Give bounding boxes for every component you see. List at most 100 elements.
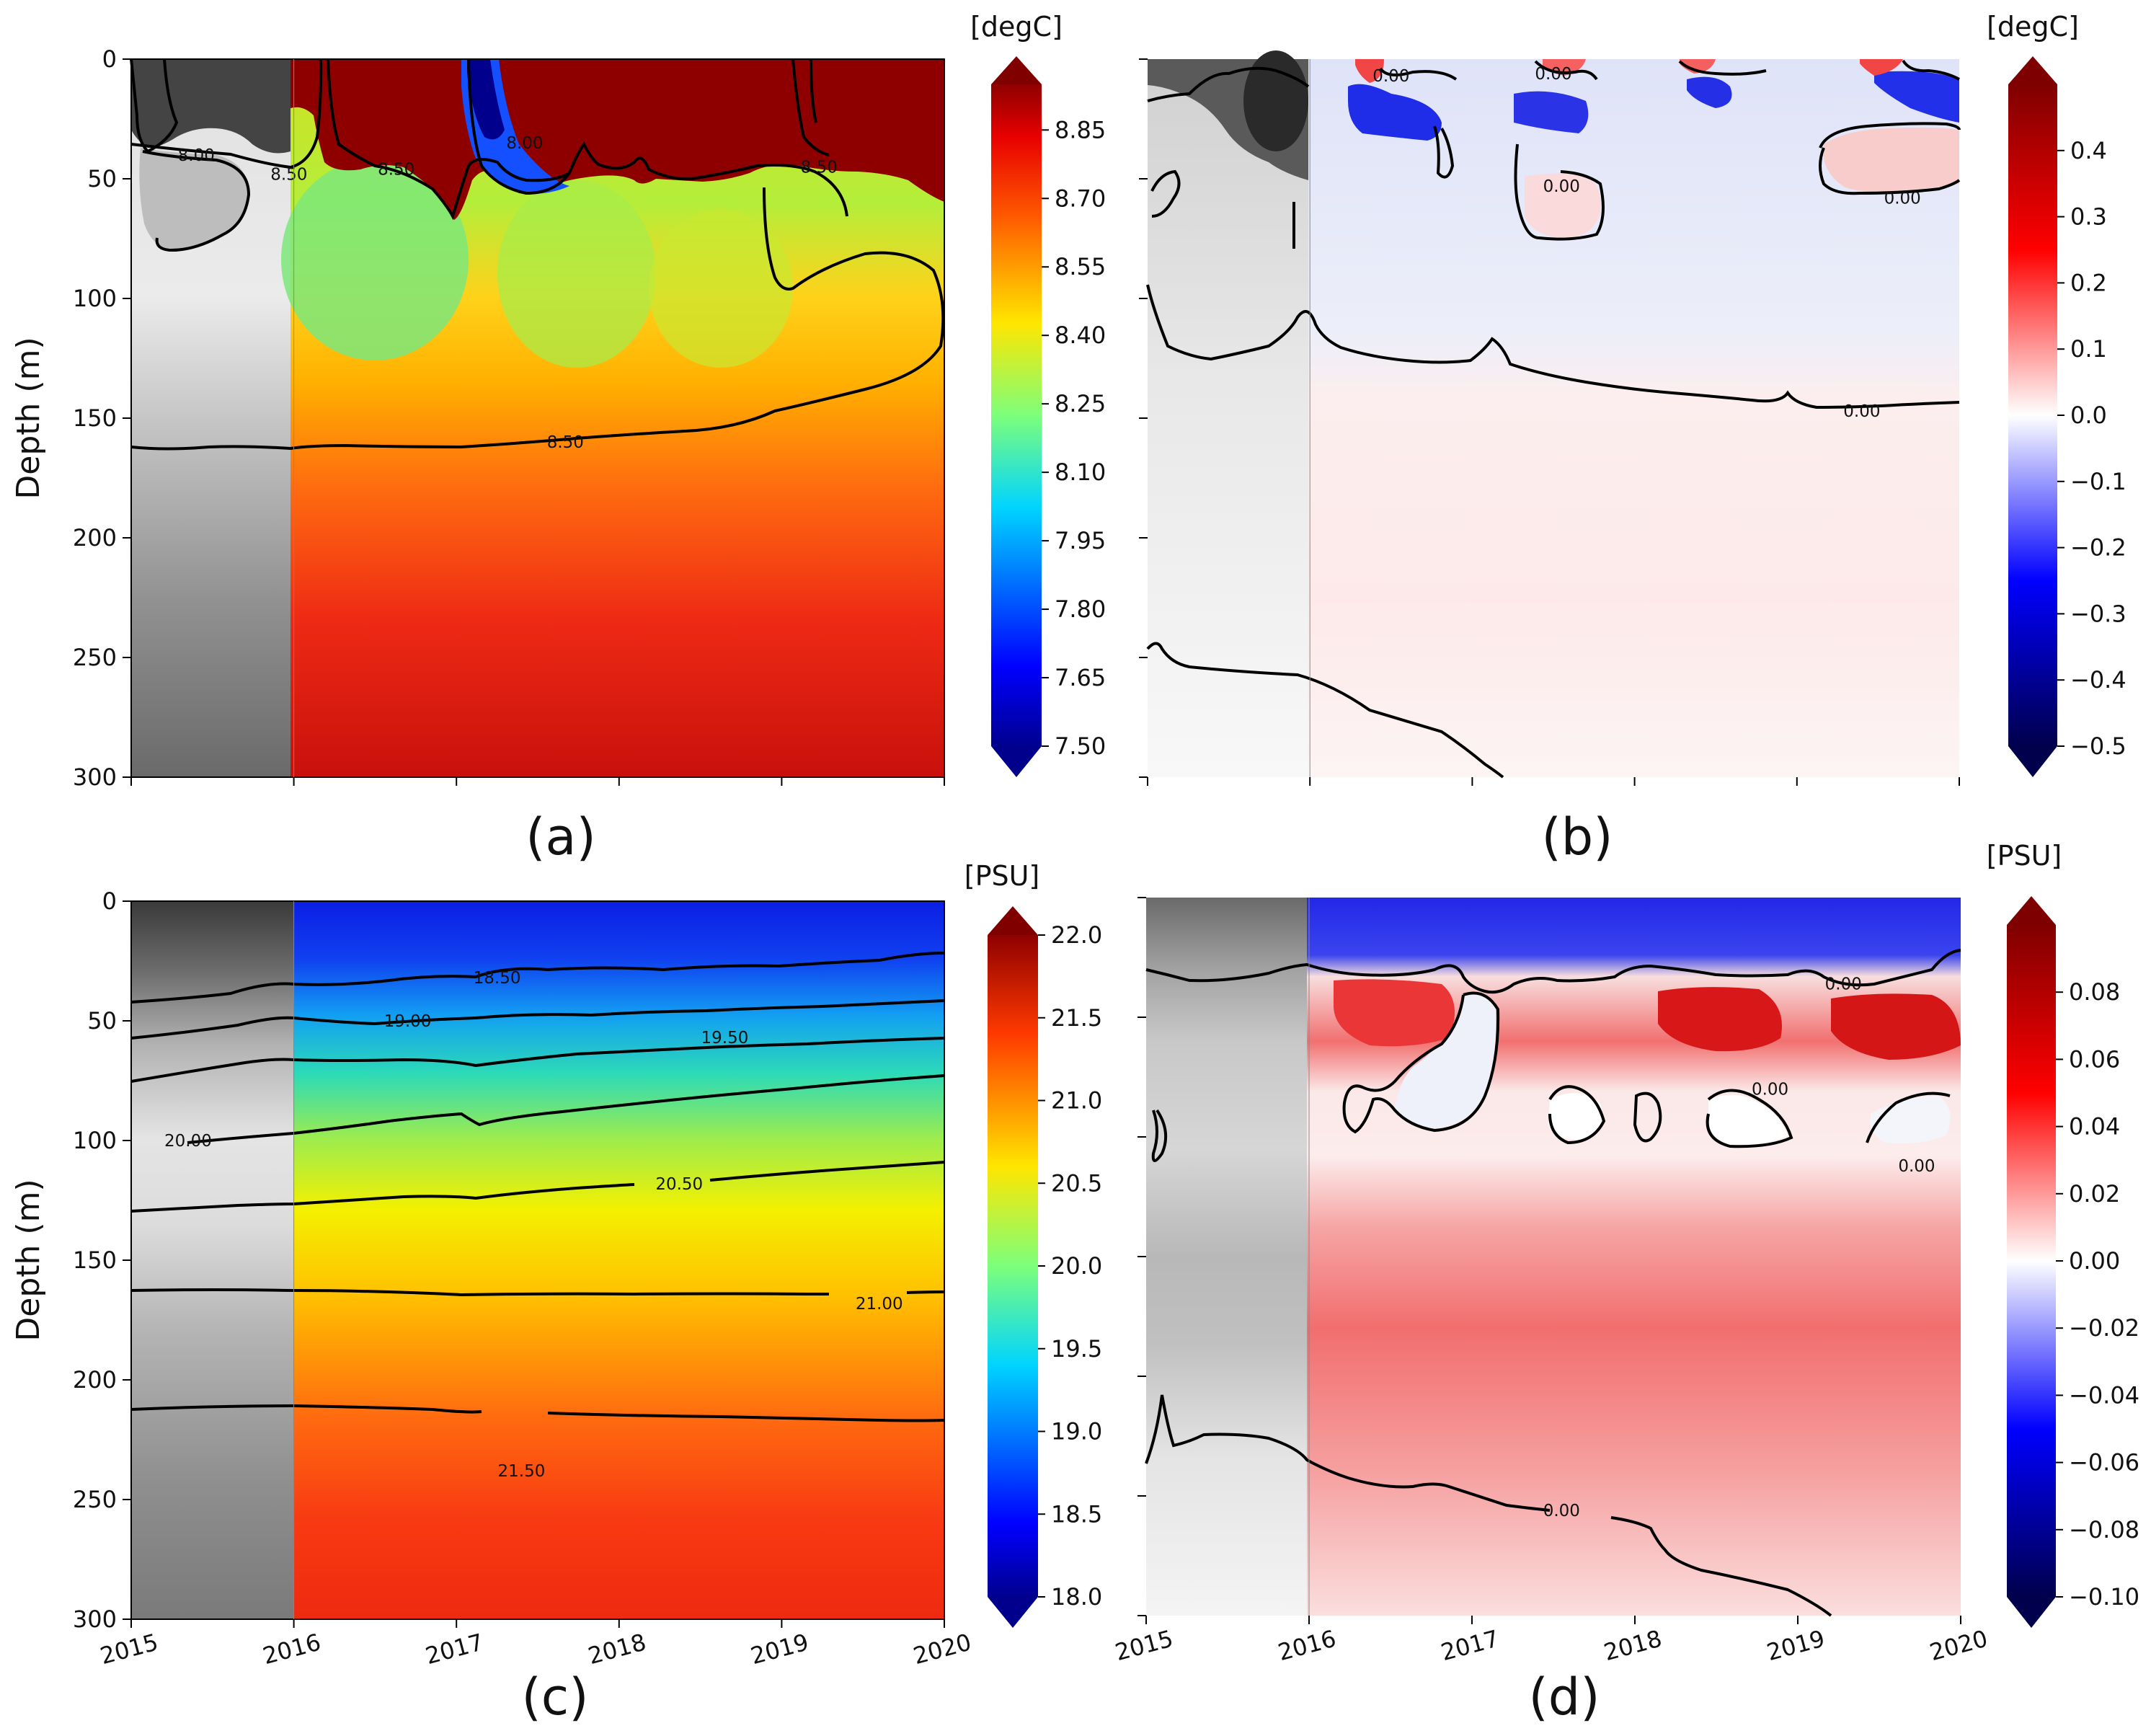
panel-b-blue-surface-3 [1687,76,1732,108]
y-tick-label: 50 [87,1007,117,1035]
x-tick-label: 2020 [1927,1624,1990,1666]
panel-a-contour-8p50-lobe [130,187,945,451]
panel-d: 0.00 0.00 0.00 0.00 2015 2016 2017 2018 2019… [1112,840,2139,1727]
colorbar-tick-label: 18.0 [1051,1583,1102,1611]
panel-c-colorbar [988,935,1038,1597]
y-tick-label: 300 [73,763,117,791]
y-tick-label: 150 [73,404,117,432]
y-tick-label: 250 [73,1486,117,1513]
colorbar-tick-label: −0.3 [2070,600,2126,627]
contour-label: 0.00 [1372,67,1409,86]
panel-b-contour-0p00-deep [1146,642,1504,779]
contour-label: 0.00 [1535,65,1571,84]
panel-c-spinup-field [131,901,293,1619]
panel-c-contour-19p50 [130,1037,945,1083]
x-tick-label: 2015 [97,1628,161,1670]
contour-label: 20.00 [164,1132,212,1151]
y-tick-label: 100 [73,285,117,312]
x-tick-label: 2016 [1275,1624,1339,1666]
colorbar-tick-label: 0.02 [2069,1180,2120,1208]
panel-b-blue-surface-2 [1514,91,1589,133]
y-tick-label: 0 [102,45,117,73]
panel-a-label: (a) [525,807,596,867]
colorbar-tick-label: −0.5 [2070,732,2126,760]
colorbar-tick-label: 7.95 [1055,527,1106,554]
colorbar-tick-label: −0.04 [2069,1381,2139,1409]
panel-a-contour-8p50-cold [467,58,571,195]
panel-d-colorbar-ticks: 0.08 0.06 0.04 0.02 0.00 −0.02 −0.04 −0.06 −0.08… [2056,978,2139,1611]
contour-label: 0.00 [1543,1502,1580,1520]
colorbar-tick-label: 8.25 [1055,390,1106,417]
y-tick-label: 50 [87,165,117,192]
panel-c-model-field [293,901,944,1619]
x-tick-label: 2015 [1112,1624,1176,1666]
contour-label: 8.50 [801,158,838,177]
panel-d-red-core-1 [1658,987,1782,1052]
panel-b-red-surface-4 [1860,59,1903,76]
y-tick-label: 200 [73,524,117,552]
colorbar-tick-label: 8.70 [1055,185,1106,212]
x-tick-label: 2016 [260,1628,324,1670]
colorbar-tick-label: 18.5 [1051,1500,1102,1528]
panel-d-colorbar-unit: [PSU] [1987,840,2062,872]
panel-a-cool-core [281,159,469,360]
contour-label: 0.00 [1898,1157,1935,1176]
panel-c-contour-20p50 [130,1161,945,1213]
colorbar-tick-label: 20.5 [1051,1169,1102,1197]
panel-d-contour-spinup [1151,1109,1168,1162]
panel-c-contour-20p00 [187,1074,945,1144]
contour-label: 0.00 [1825,975,1862,994]
panel-b-spinup-field [1148,59,1308,777]
x-tick-label: 2018 [1601,1624,1664,1666]
panel-c-contour-18p50 [130,952,945,1004]
panel-a-colorbar [991,84,1042,746]
contour-label: 8.00 [506,134,543,153]
colorbar-tick-label: 0.00 [2069,1247,2120,1275]
colorbar-tick-label: 8.10 [1055,459,1106,486]
panel-b-spinup-dark-core [1243,50,1308,151]
panel-a-contour-8p00-b [142,150,251,252]
contour-label: 18.50 [474,969,521,988]
x-tick-label: 2019 [1764,1624,1827,1666]
panel-a-spinup-upper-light [139,148,249,250]
panel-a-cool-core-3 [649,209,793,368]
contour-label: 0.00 [1543,177,1580,196]
colorbar-tick-label: 8.55 [1055,253,1106,280]
panel-b-pink-patch-1 [1824,127,1959,192]
panel-d-contour-labels: 0.00 0.00 0.00 0.00 [1543,975,1935,1520]
contour-label: 0.00 [1752,1081,1788,1099]
panel-c-colorbar-bottom-arrow [988,1597,1038,1628]
panel-d-white-pocket-2 [1548,1093,1602,1140]
panel-d-colorbar-top-arrow [2007,896,2056,925]
x-tick-label: 2018 [585,1628,649,1670]
panel-c-contour-labels: 18.50 19.00 19.50 20.00 20.50 21.00 21.5… [164,969,903,1481]
colorbar-tick-label: −0.02 [2069,1314,2139,1342]
panel-a-colorbar-unit: [degC] [970,11,1063,43]
panel-a-contour-8p50-right [791,58,830,156]
panel-b-red-surface-3 [1680,59,1716,74]
y-tick-label: 250 [73,644,117,671]
panel-d-contour-pockets [1342,991,1951,1148]
panel-d-colorbar-bottom-arrow [2007,1597,2056,1628]
panel-d-white-pocket-1 [1395,993,1496,1128]
x-tick-label: 2020 [910,1628,974,1670]
panel-c-label: (c) [521,1668,588,1727]
panel-c-colorbar-unit: [PSU] [964,860,1040,892]
panel-b-blue-surface-4 [1874,71,1959,123]
colorbar-tick-label: −0.08 [2069,1516,2139,1544]
panel-d-red-core-3 [1334,979,1455,1047]
panel-a-colorbar-top-arrow [991,56,1042,84]
contour-label: 8.50 [270,165,307,184]
contour-label: 0.00 [1884,190,1921,208]
panel-b-colorbar [2008,84,2057,746]
colorbar-tick-label: 20.0 [1051,1252,1102,1280]
panel-c-contour-21p50 [130,1404,945,1422]
x-tick-label: 2017 [1438,1624,1502,1666]
colorbar-tick-label: 0.1 [2070,335,2107,363]
contour-label: 19.50 [701,1029,749,1048]
colorbar-tick-label: 0.2 [2070,269,2107,296]
colorbar-tick-label: −0.1 [2070,468,2126,495]
colorbar-tick-label: −0.10 [2069,1583,2139,1611]
colorbar-tick-label: 7.80 [1055,595,1106,623]
